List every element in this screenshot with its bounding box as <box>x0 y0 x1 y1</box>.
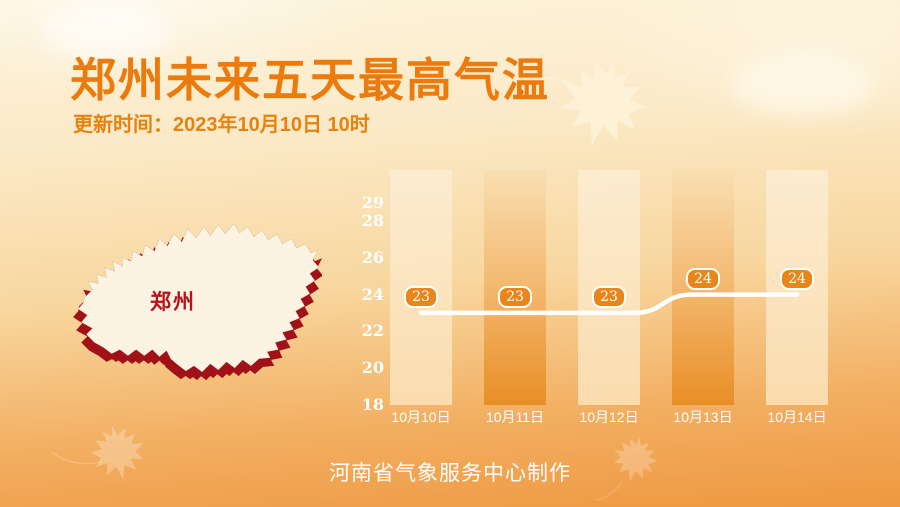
cloud-icon <box>730 52 875 116</box>
value-badge: 23 <box>498 285 532 308</box>
value-badge: 23 <box>592 285 626 308</box>
value-badge: 24 <box>686 267 720 290</box>
x-axis-label: 10月10日 <box>391 409 451 425</box>
y-axis-tick: 24 <box>361 284 384 304</box>
value-badge: 24 <box>780 267 814 290</box>
x-axis-label: 10月13日 <box>673 409 733 425</box>
y-axis-tick: 29 <box>361 192 384 212</box>
zhengzhou-map <box>66 216 324 398</box>
y-axis-tick: 20 <box>361 357 384 377</box>
page-title: 郑州未来五天最高气温 <box>70 54 550 106</box>
y-axis-tick: 28 <box>361 211 384 231</box>
cloud-icon <box>42 0 172 62</box>
footer-credit: 河南省气象服务中心制作 <box>329 462 571 485</box>
zhengzhou-map-shape <box>73 223 324 381</box>
y-axis-tick: 26 <box>361 247 384 267</box>
x-axis-label: 10月11日 <box>485 409 545 425</box>
y-axis-tick: 18 <box>361 394 384 414</box>
x-axis-label: 10月14日 <box>767 409 827 425</box>
y-axis-tick: 22 <box>361 321 384 341</box>
update-time: 更新时间：2023年10月10日 10时 <box>73 114 370 136</box>
map-label: 郑州 <box>150 291 196 314</box>
x-axis-label: 10月12日 <box>579 409 639 425</box>
value-badge: 23 <box>404 285 438 308</box>
